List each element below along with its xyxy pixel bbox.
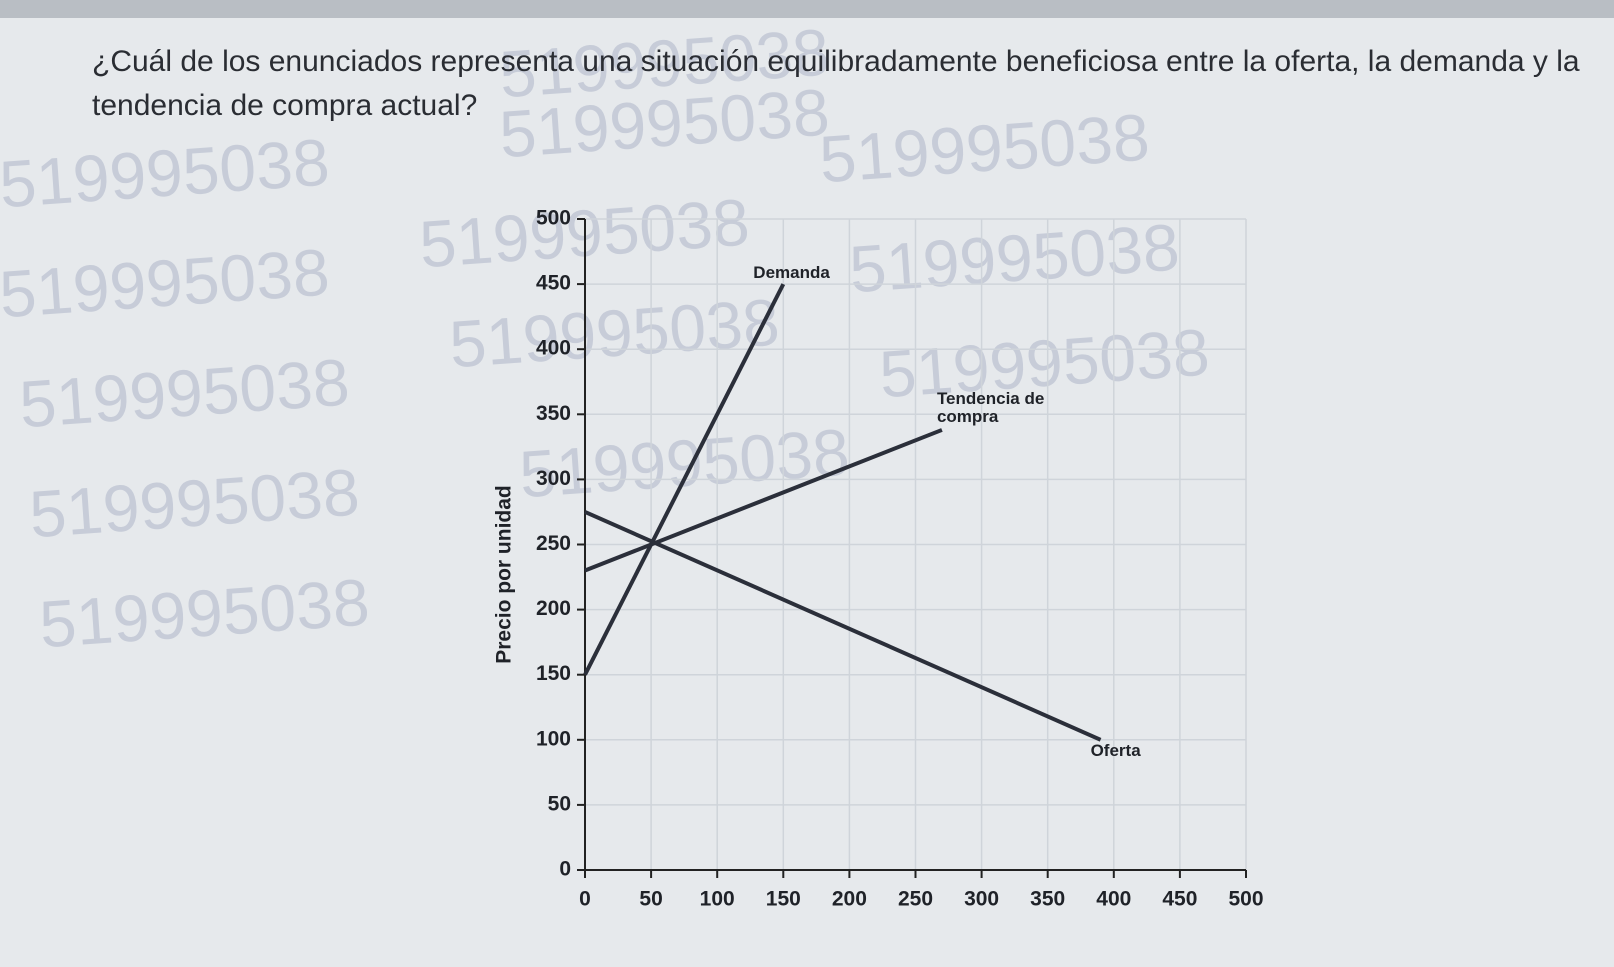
watermark: 519995038	[37, 564, 372, 661]
series-line	[584, 428, 943, 573]
series-line	[584, 510, 1102, 742]
question-text: ¿Cuál de los enunciados representa una s…	[92, 45, 1580, 122]
y-tick-label: 0	[559, 858, 571, 881]
x-tick-label: 100	[700, 888, 735, 911]
series-label: Demanda	[753, 263, 830, 283]
watermark: 519995038	[27, 454, 362, 551]
x-tick-label: 250	[898, 888, 933, 911]
y-tick-label: 100	[536, 727, 571, 750]
y-tick-label: 300	[536, 467, 571, 490]
series-line	[583, 283, 786, 676]
x-tick-label: 0	[579, 888, 591, 911]
y-tick-label: 250	[536, 532, 571, 555]
x-tick-label: 450	[1162, 888, 1197, 911]
y-tick-label: 450	[536, 272, 571, 295]
watermark: 519995038	[447, 284, 782, 381]
watermark: 519995038	[0, 234, 332, 331]
watermark: 519995038	[17, 344, 352, 441]
y-axis-label: Precio por unidad	[493, 485, 516, 664]
x-tick-label: 350	[1030, 888, 1065, 911]
x-tick-label: 400	[1096, 888, 1131, 911]
series-label: Oferta	[1090, 740, 1141, 760]
y-tick-label: 50	[548, 792, 571, 815]
watermark: 519995038	[517, 414, 852, 511]
y-tick-label: 200	[536, 597, 571, 620]
y-tick-label: 500	[536, 207, 571, 230]
x-tick-label: 200	[832, 888, 867, 911]
y-tick-label: 150	[536, 662, 571, 685]
top-bar	[0, 0, 1614, 18]
watermark: 519995038	[0, 124, 332, 221]
y-tick-label: 400	[536, 337, 571, 360]
series-label: Tendencia de compra	[936, 388, 1045, 426]
x-tick-label: 300	[964, 888, 999, 911]
x-tick-label: 50	[639, 888, 662, 911]
x-tick-label: 150	[766, 888, 801, 911]
y-tick-label: 350	[536, 402, 571, 425]
x-tick-label: 500	[1228, 888, 1263, 911]
watermark: 519995038	[847, 209, 1182, 306]
